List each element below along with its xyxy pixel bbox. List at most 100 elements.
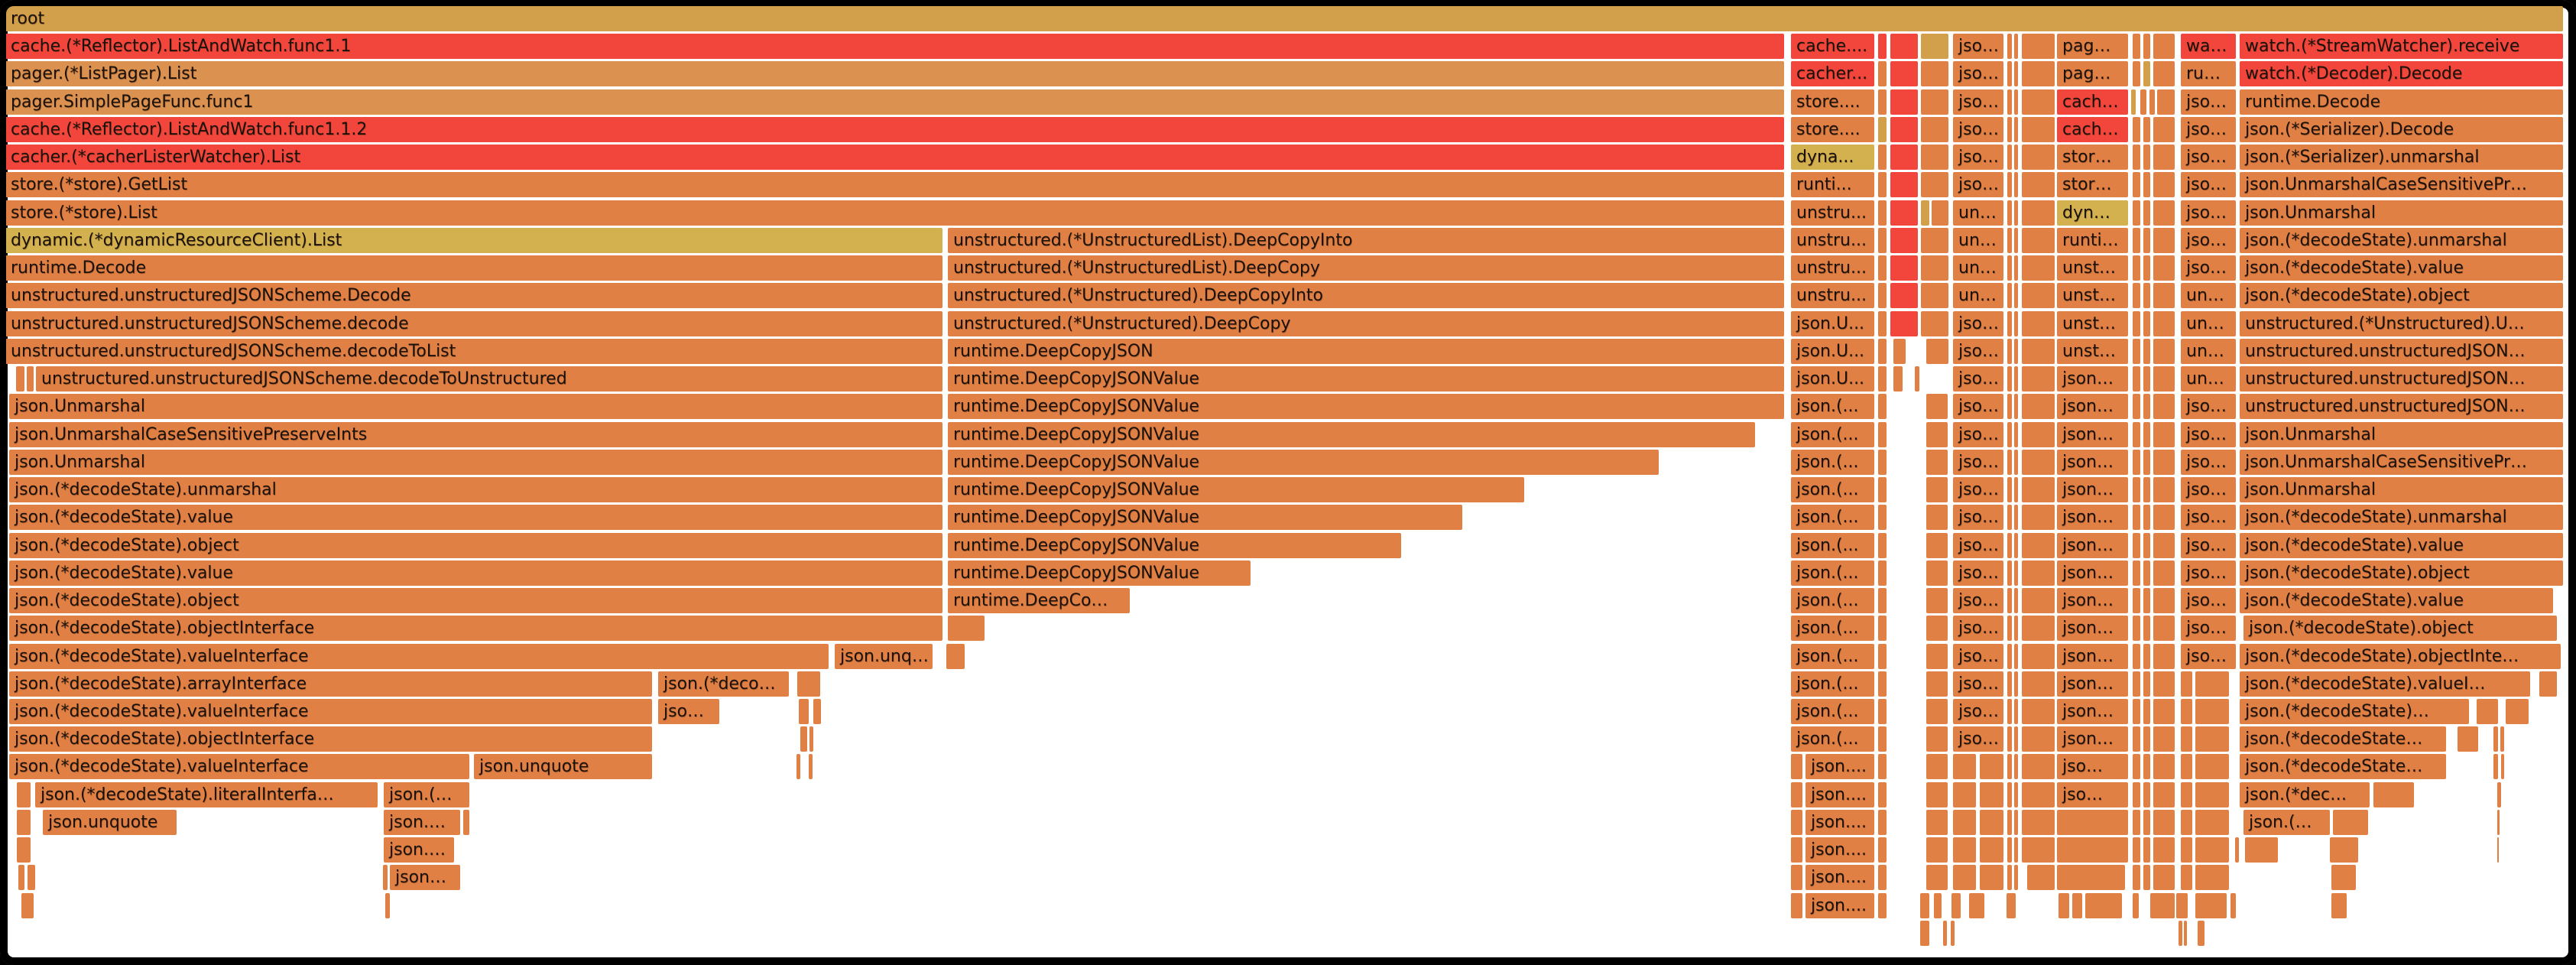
- flame-frame[interactable]: [1926, 477, 1948, 502]
- flame-frame[interactable]: [1926, 754, 1948, 779]
- flame-frame[interactable]: [2143, 865, 2150, 890]
- flame-frame[interactable]: jso…: [1953, 61, 2003, 86]
- flame-frame[interactable]: [2179, 921, 2182, 946]
- flame-frame[interactable]: [1926, 810, 1948, 835]
- flame-frame[interactable]: [2022, 505, 2055, 530]
- flame-frame[interactable]: runtime.Decode: [5, 255, 942, 281]
- flame-frame[interactable]: [2022, 588, 2055, 613]
- flame-frame[interactable]: [2014, 200, 2018, 226]
- flame-frame[interactable]: store.(*store).List: [5, 200, 1784, 226]
- flame-frame[interactable]: jso…: [2181, 117, 2236, 142]
- flame-frame[interactable]: unst…: [2057, 283, 2128, 308]
- flame-frame[interactable]: [2153, 117, 2175, 142]
- flame-frame[interactable]: [2133, 255, 2140, 281]
- flame-frame[interactable]: [2007, 61, 2012, 86]
- flame-frame[interactable]: [2195, 671, 2229, 697]
- flame-frame[interactable]: json…: [2057, 726, 2128, 752]
- flame-frame[interactable]: json…: [2057, 616, 2128, 641]
- flame-frame[interactable]: [1921, 255, 1948, 281]
- flame-frame[interactable]: jso…: [1953, 699, 2003, 724]
- flame-frame[interactable]: json.(*Serializer).unmarshal: [2240, 145, 2563, 170]
- flame-frame[interactable]: [2133, 782, 2140, 807]
- flame-frame[interactable]: [2153, 255, 2175, 281]
- flame-frame[interactable]: [1980, 754, 2003, 779]
- flame-frame[interactable]: [2133, 283, 2140, 308]
- flame-frame[interactable]: [2014, 810, 2018, 835]
- flame-frame[interactable]: [1980, 782, 2003, 807]
- flame-frame[interactable]: [1878, 117, 1887, 142]
- flame-frame[interactable]: [1890, 145, 1918, 170]
- flame-frame[interactable]: [463, 810, 469, 835]
- flame-frame[interactable]: [1921, 283, 1948, 308]
- flame-frame[interactable]: [1878, 644, 1887, 669]
- flame-frame[interactable]: [2007, 228, 2012, 253]
- flame-frame[interactable]: [2143, 283, 2150, 308]
- flame-frame[interactable]: jso…: [2181, 477, 2236, 502]
- flame-frame[interactable]: [2014, 61, 2018, 86]
- flame-frame[interactable]: [2143, 394, 2150, 419]
- flame-frame[interactable]: un…: [1953, 283, 2003, 308]
- flame-frame[interactable]: [1921, 117, 1948, 142]
- flame-frame[interactable]: [2501, 754, 2504, 779]
- flame-frame[interactable]: [2149, 89, 2155, 115]
- flame-frame[interactable]: jso…: [1953, 339, 2003, 364]
- flame-frame[interactable]: [2230, 893, 2236, 918]
- flame-frame[interactable]: [2497, 782, 2501, 807]
- flame-frame[interactable]: jso…: [1953, 477, 2003, 502]
- flame-frame[interactable]: [2458, 726, 2478, 752]
- flame-frame[interactable]: [2133, 616, 2140, 641]
- flame-frame[interactable]: unstructured.unstructuredJSON…: [2240, 366, 2563, 392]
- flame-frame[interactable]: json.(*decodeState).literalInterfa…: [35, 782, 378, 807]
- flame-frame[interactable]: [1893, 339, 1906, 364]
- flame-frame[interactable]: [2153, 505, 2175, 530]
- flame-frame[interactable]: un…: [2181, 366, 2236, 392]
- flame-frame[interactable]: [2007, 89, 2012, 115]
- flame-frame[interactable]: [2022, 394, 2055, 419]
- flame-frame[interactable]: [2014, 311, 2018, 336]
- flame-frame[interactable]: cache.(*Reflector).ListAndWatch.func1.1.…: [5, 117, 1784, 142]
- flame-frame[interactable]: [2022, 228, 2055, 253]
- flame-frame[interactable]: [2014, 172, 2018, 197]
- flame-frame[interactable]: [1878, 616, 1887, 641]
- flame-frame[interactable]: unstru...: [1791, 255, 1874, 281]
- flame-frame[interactable]: [2007, 339, 2012, 364]
- flame-frame[interactable]: [1890, 61, 1918, 86]
- flame-frame[interactable]: dyna...: [1791, 145, 1874, 170]
- flame-frame[interactable]: [2176, 893, 2188, 918]
- flame-frame[interactable]: [2014, 644, 2018, 669]
- flame-frame[interactable]: [385, 893, 390, 918]
- flame-frame[interactable]: [1953, 782, 1976, 807]
- flame-frame[interactable]: [2153, 616, 2175, 641]
- flame-frame[interactable]: [1878, 311, 1887, 336]
- flame-frame[interactable]: jso…: [2181, 228, 2236, 253]
- flame-frame[interactable]: [2143, 61, 2150, 86]
- flame-frame[interactable]: [2014, 560, 2018, 586]
- flame-frame[interactable]: [813, 699, 821, 724]
- flame-frame[interactable]: [1878, 533, 1887, 558]
- flame-frame[interactable]: [797, 671, 820, 697]
- flame-frame[interactable]: [1878, 366, 1887, 392]
- flame-frame[interactable]: pager.(*ListPager).List: [5, 61, 1784, 86]
- flame-frame[interactable]: [2181, 865, 2192, 890]
- flame-frame[interactable]: [1878, 865, 1887, 890]
- flame-frame[interactable]: [1926, 865, 1948, 890]
- flame-frame[interactable]: runtime.DeepCopyJSON: [948, 339, 1784, 364]
- flame-frame[interactable]: [2022, 34, 2055, 59]
- flame-frame[interactable]: [2133, 865, 2140, 890]
- flame-frame[interactable]: [1934, 893, 1942, 918]
- flame-frame[interactable]: jso…: [1953, 34, 2003, 59]
- flame-frame[interactable]: json.(*decodeState).arrayInterface: [9, 671, 652, 697]
- flame-frame[interactable]: [2007, 450, 2012, 475]
- flame-frame[interactable]: [2007, 726, 2012, 752]
- flame-frame[interactable]: jso…: [2181, 560, 2236, 586]
- flame-frame[interactable]: jso…: [2181, 644, 2236, 669]
- flame-frame[interactable]: json.(*decodeState).object: [9, 533, 942, 558]
- flame-frame[interactable]: [1943, 921, 1947, 946]
- flame-frame[interactable]: json…: [2057, 533, 2128, 558]
- flame-frame[interactable]: [948, 616, 985, 641]
- flame-frame[interactable]: [1890, 200, 1918, 226]
- flame-frame[interactable]: [2022, 255, 2055, 281]
- flame-frame[interactable]: stor…: [2057, 172, 2128, 197]
- flame-frame[interactable]: [2022, 61, 2055, 86]
- flame-frame[interactable]: [2143, 754, 2150, 779]
